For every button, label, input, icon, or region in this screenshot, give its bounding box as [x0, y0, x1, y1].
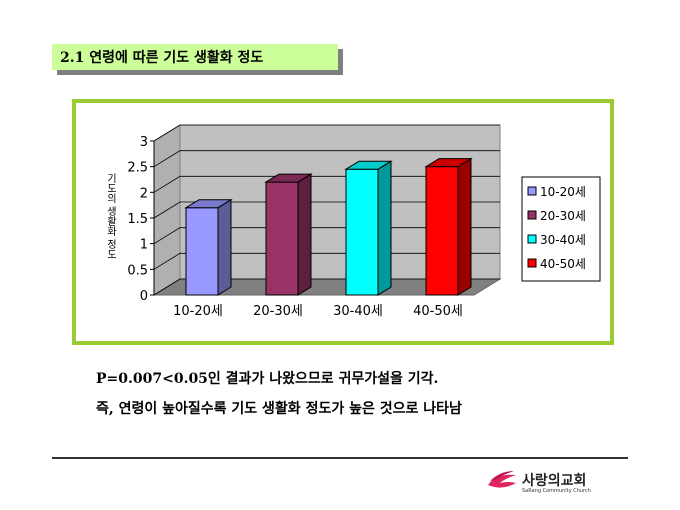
- x-tick-label: 40-50세: [413, 304, 463, 319]
- x-tick-label: 20-30세: [253, 304, 303, 319]
- bar-side: [377, 160, 392, 296]
- bar-side: [297, 173, 312, 296]
- chart-frame: 0 0.5 1 1.5 2 2.5 3 10-20세 20-30세 30-40세 40-50세 기…: [72, 99, 614, 345]
- gridline: [153, 252, 500, 270]
- legend-entry: 20-30세: [540, 209, 586, 223]
- bar-front: [265, 181, 299, 296]
- bar-2: [264, 173, 313, 296]
- chart-bars: [184, 157, 473, 296]
- legend-swatch: [527, 234, 537, 244]
- bar-side: [217, 198, 232, 296]
- logo-subtitle: SaRang Community Church: [522, 488, 591, 494]
- bar-front: [425, 166, 459, 296]
- bar-side: [457, 157, 472, 296]
- y-axis-label: 기도의 생활화 정도: [105, 173, 117, 260]
- gridline: [153, 124, 500, 142]
- bar-3: [344, 160, 393, 296]
- result-text-line-2: 즉, 연령이 높아질수록 기도 생활화 정도가 높은 것으로 나타남: [96, 401, 462, 417]
- bar-1: [184, 198, 233, 296]
- bar-top: [424, 158, 473, 168]
- x-tick-label: 30-40세: [333, 304, 383, 319]
- church-logo: 사랑의교회 SaRang Community Church: [486, 466, 616, 496]
- x-axis-labels: 10-20세 20-30세 30-40세 40-50세: [173, 304, 463, 319]
- y-tick-label: 1: [140, 238, 148, 253]
- y-tick-label: 2: [140, 186, 148, 201]
- legend-entry: 40-50세: [540, 257, 586, 271]
- legend-entry: 10-20세: [540, 185, 586, 199]
- y-tick-label: 1.5: [127, 212, 148, 227]
- gridline: [153, 150, 500, 168]
- y-axis-ticks: 0 0.5 1 1.5 2 2.5 3: [127, 135, 155, 304]
- logo-name: 사랑의교회: [522, 473, 587, 489]
- legend-swatch: [527, 258, 537, 268]
- bar-4: [424, 157, 473, 296]
- bar-front: [345, 168, 379, 296]
- gridline: [153, 201, 500, 219]
- y-tick-label: 0: [140, 289, 148, 304]
- slide-title-text: 2.1 연령에 따른 기도 생활화 정도: [60, 50, 264, 66]
- chart-gridlines: [153, 124, 500, 296]
- bar-chart: 0 0.5 1 1.5 2 2.5 3 10-20세 20-30세 30-40세 40-50세 기…: [105, 124, 601, 319]
- bar-top: [184, 199, 233, 209]
- y-tick-label: 2.5: [127, 161, 148, 176]
- gridline: [153, 175, 500, 193]
- logo-mark-icon: [488, 471, 516, 488]
- x-tick-label: 10-20세: [173, 304, 223, 319]
- gridline: [153, 278, 500, 296]
- y-tick-label: 0.5: [127, 263, 148, 278]
- bottom-divider: [52, 457, 628, 459]
- bar-top: [344, 160, 393, 170]
- bar-front: [185, 207, 219, 296]
- y-tick-label: 3: [140, 135, 148, 150]
- chart-legend: 10-20세 20-30세 30-40세 40-50세: [521, 176, 601, 282]
- legend-swatch: [527, 186, 537, 196]
- result-text-line-1: P=0.007<0.05인 결과가 나왔으므로 귀무가설을 기각.: [96, 371, 439, 387]
- slide-title: 2.1 연령에 따른 기도 생활화 정도: [52, 44, 338, 70]
- legend-entry: 30-40세: [540, 233, 586, 247]
- gridline: [153, 227, 500, 245]
- legend-swatch: [527, 210, 537, 220]
- bar-top: [264, 173, 313, 183]
